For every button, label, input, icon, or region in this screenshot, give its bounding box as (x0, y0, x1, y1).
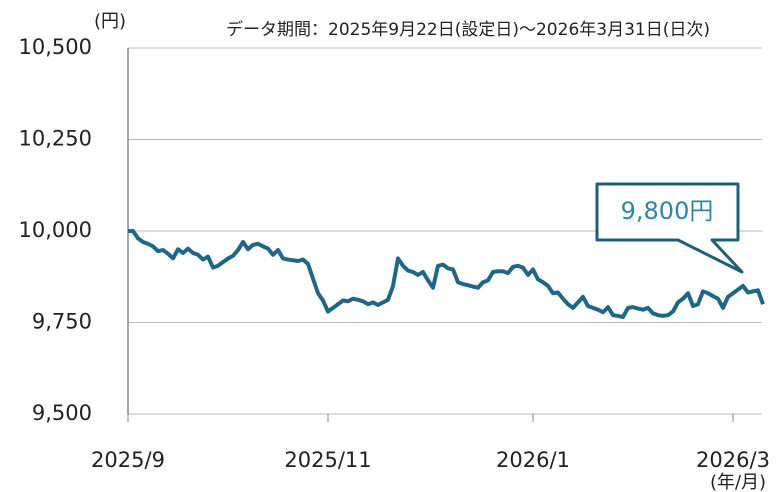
x-tick-label: 2025/9 (91, 448, 165, 472)
y-tick-label: 9,750 (32, 310, 92, 334)
y-unit-label: (円) (94, 11, 126, 32)
x-tick-label: 2026/3 (696, 448, 770, 472)
subtitle: データ期間：2025年9月22日(設定日)〜2026年3月31日(日次) (226, 19, 710, 40)
price-line (128, 229, 765, 320)
x-tick-label: 2025/11 (284, 448, 371, 472)
y-tick-label: 10,250 (19, 127, 92, 151)
y-tick-label: 10,500 (19, 35, 92, 59)
annotation: 9,800円 (621, 197, 714, 225)
y-tick-label: 10,000 (19, 218, 92, 242)
x-unit-label: (年/月) (710, 472, 766, 492)
callout-box (595, 182, 744, 274)
x-tick-label: 2026/1 (496, 448, 570, 472)
y-tick-label: 9,500 (32, 401, 92, 425)
